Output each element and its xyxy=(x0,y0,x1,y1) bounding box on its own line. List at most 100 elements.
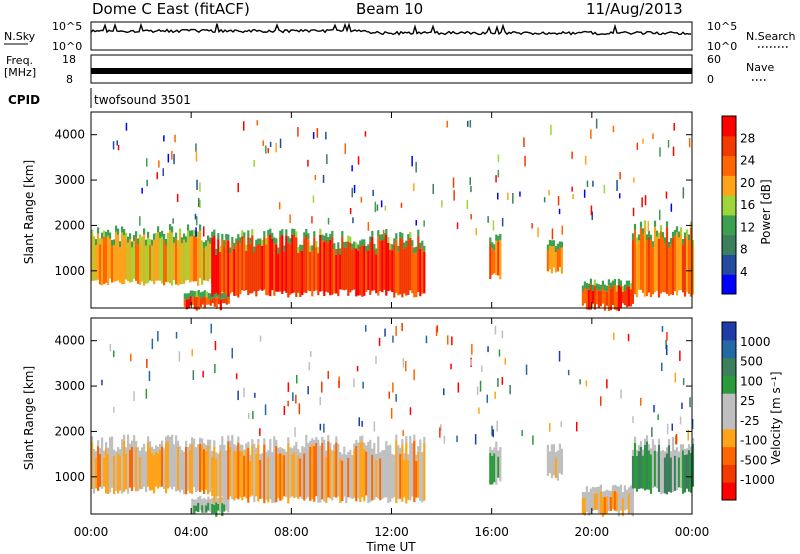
echo-cell xyxy=(470,214,472,220)
freq-tick-top: 18 xyxy=(62,53,76,66)
echo-cell xyxy=(141,447,144,454)
echo-cell xyxy=(497,241,500,276)
nsearch-label: N.Search xyxy=(746,30,796,43)
nsky-trace xyxy=(90,22,692,36)
echo-cell xyxy=(649,454,653,494)
echo-cell xyxy=(201,444,204,491)
echo-cell xyxy=(145,245,148,284)
echo-cell xyxy=(151,446,154,453)
echo-cell xyxy=(287,236,290,243)
echo-cell xyxy=(251,229,254,236)
echo-cell xyxy=(171,150,173,160)
echo-cell xyxy=(217,297,220,305)
echo-cell xyxy=(219,251,222,298)
echo-cell xyxy=(681,402,683,410)
echo-cell xyxy=(617,284,620,312)
echo-cell xyxy=(295,441,298,448)
echo-cell xyxy=(327,435,330,442)
echo-cell xyxy=(616,180,618,191)
echo-cell xyxy=(691,246,695,295)
echo-cell xyxy=(225,497,228,504)
echo-cell xyxy=(289,447,292,454)
echo-cell xyxy=(667,140,670,148)
echo-cell xyxy=(381,450,384,457)
echo-cell xyxy=(643,226,647,297)
echo-cell xyxy=(255,447,258,454)
echo-cell xyxy=(131,241,134,248)
echo-cell xyxy=(273,442,276,503)
echo-cell xyxy=(287,437,290,444)
echo-cell xyxy=(195,237,198,282)
echo-cell xyxy=(667,247,671,296)
echo-cell xyxy=(323,445,326,502)
echo-cell xyxy=(111,245,114,283)
echo-cell xyxy=(669,238,673,245)
echo-cell xyxy=(157,446,160,453)
echo-cell xyxy=(143,228,146,235)
echo-cell xyxy=(119,455,122,491)
echo-cell xyxy=(405,240,408,247)
echo-cell xyxy=(611,485,614,492)
echo-cell xyxy=(365,445,368,452)
echo-cell xyxy=(267,229,270,236)
echo-cell xyxy=(231,347,233,359)
echo-cell xyxy=(205,297,208,305)
echo-cell xyxy=(381,456,384,500)
echo-cell xyxy=(644,195,647,206)
echo-cell xyxy=(675,232,679,296)
echo-cell xyxy=(663,451,667,458)
echo-cell xyxy=(659,225,663,232)
echo-cell xyxy=(625,280,628,287)
echo-cell xyxy=(285,451,288,458)
echo-cell xyxy=(323,423,325,433)
echo-cell xyxy=(425,335,428,344)
echo-cell xyxy=(139,450,142,457)
power-colorbar-label: Power [dB] xyxy=(759,179,773,244)
freq-tick-bottom: 8 xyxy=(66,73,73,86)
echo-cell xyxy=(167,232,170,239)
echo-cell xyxy=(93,242,96,281)
echo-cell xyxy=(590,205,593,216)
echo-cell xyxy=(255,245,258,297)
echo-cell xyxy=(495,240,498,276)
echo-cell xyxy=(257,444,260,502)
echo-cell xyxy=(343,446,346,453)
echo-cell xyxy=(652,133,654,140)
echo-cell xyxy=(299,244,302,251)
echo-cell xyxy=(595,118,598,129)
echo-cell xyxy=(677,231,681,238)
echo-cell xyxy=(209,299,212,306)
echo-cell xyxy=(373,449,376,500)
echo-cell xyxy=(620,389,622,399)
nsky-panel-frame xyxy=(90,21,693,51)
echo-cell xyxy=(97,227,100,234)
echo-cell xyxy=(599,490,602,515)
echo-cell xyxy=(179,452,182,493)
echo-cell xyxy=(171,226,174,233)
echo-cell xyxy=(225,297,228,305)
echo-cell xyxy=(179,446,182,453)
echo-cell xyxy=(657,232,661,239)
echo-cell xyxy=(193,229,196,236)
echo-cell xyxy=(587,491,590,498)
echo-cell xyxy=(607,279,610,286)
echo-cell xyxy=(657,238,661,298)
echo-cell xyxy=(353,449,356,498)
echo-cell xyxy=(183,299,186,307)
echo-cell xyxy=(621,498,624,516)
echo-cell xyxy=(223,444,226,451)
echo-cell xyxy=(395,233,398,240)
echo-cell xyxy=(239,444,242,451)
colorbar-swatch xyxy=(722,155,736,176)
echo-cell xyxy=(209,445,212,493)
echo-cell xyxy=(259,454,262,460)
echo-cell xyxy=(205,246,208,281)
echo-cell xyxy=(597,492,600,513)
station-title: Dome C East (fitACF) xyxy=(92,0,250,18)
echo-cell xyxy=(675,453,679,491)
echo-cell xyxy=(585,289,588,310)
echo-cell xyxy=(619,490,622,511)
echo-cell xyxy=(197,444,200,451)
echo-cell xyxy=(235,373,238,380)
echo-cell xyxy=(546,444,549,451)
